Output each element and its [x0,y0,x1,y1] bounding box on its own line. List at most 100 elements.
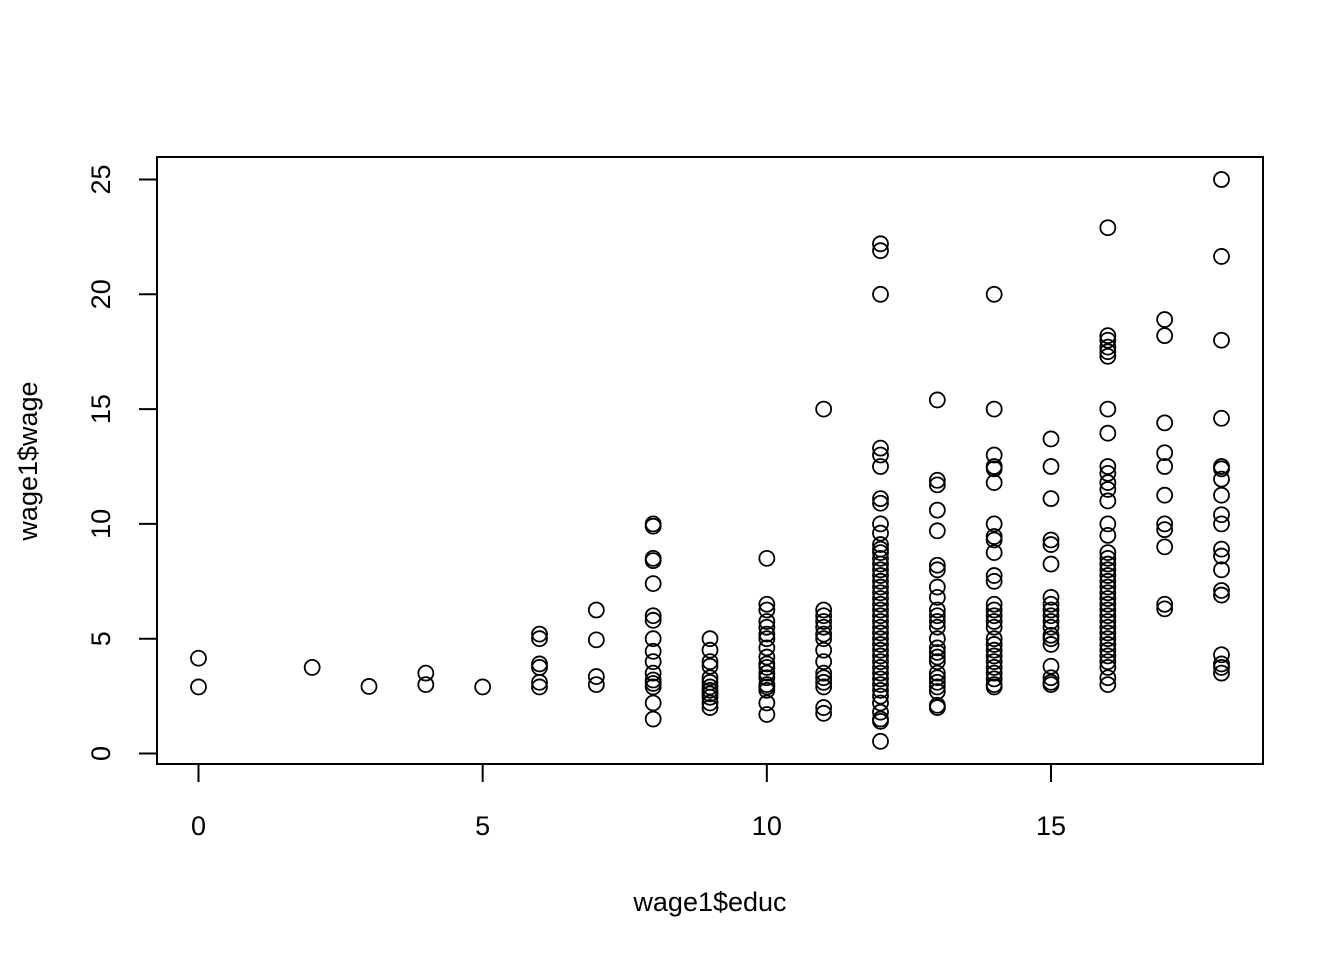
data-point [928,669,946,687]
data-point [872,601,889,619]
data-point [644,630,662,648]
data-point [872,446,889,464]
data-point [815,669,833,687]
y-tick-label: 15 [86,394,116,424]
data-point [587,631,605,649]
data-point [872,549,889,567]
data-point [1213,486,1230,504]
data-point [190,649,207,667]
data-point [872,439,889,457]
data-point [1213,547,1230,565]
data-point [985,607,1003,625]
data-point [1099,555,1117,573]
data-point [1042,531,1060,549]
data-point [985,659,1003,676]
data-point [1099,590,1117,607]
data-point [758,681,776,699]
data-point [1213,171,1230,188]
data-point [1099,544,1117,561]
data-point [928,699,946,716]
data-point [758,630,776,648]
data-points [190,171,1230,750]
data-point [644,517,662,535]
data-point [758,618,776,636]
data-point [815,630,833,648]
data-point [872,647,889,665]
y-tick-label: 20 [86,279,116,309]
data-point [872,584,889,602]
data-point [1042,595,1060,613]
data-point [815,400,833,418]
data-point [872,578,889,596]
data-point [1042,555,1060,573]
data-point [872,595,889,613]
data-point [758,664,776,682]
data-point [1213,506,1230,524]
data-point [303,659,321,676]
data-point [1213,655,1230,673]
data-point [872,242,889,260]
data-point [1099,464,1117,482]
data-point [644,664,662,682]
data-point [928,673,946,691]
data-point [815,653,833,671]
x-axis-label: wage1$educ [632,887,786,917]
data-point [1099,647,1117,665]
data-point [758,648,776,666]
data-point [815,607,833,625]
data-point [1213,460,1230,478]
data-point [928,639,946,657]
data-point [1213,540,1230,558]
data-point [815,664,833,682]
data-point [928,683,946,700]
data-point [1099,669,1117,687]
data-point [644,642,662,660]
data-point [531,673,548,691]
data-point [928,561,946,579]
x-tick-label: 15 [1036,811,1066,841]
data-point [1042,630,1060,648]
data-point [758,669,776,687]
data-point [872,536,889,553]
data-point [1042,458,1060,475]
data-point [758,625,776,643]
data-point [531,630,548,648]
data-point [928,630,946,648]
data-point [872,524,889,542]
data-point [644,607,662,625]
data-point [1099,601,1117,619]
data-point [985,285,1003,303]
data-point [1213,561,1230,579]
data-point [985,544,1003,561]
data-point [758,613,776,630]
data-point [758,639,776,657]
data-point [985,678,1003,696]
data-point [815,625,833,643]
data-point [758,595,776,613]
data-point [1099,630,1117,648]
data-point [872,687,889,705]
data-point [758,706,776,723]
data-point [758,694,776,712]
y-tick-label: 0 [86,746,116,761]
data-point [928,618,946,636]
data-point [1213,664,1230,682]
data-point [928,578,946,596]
data-point [1213,515,1230,533]
data-point [872,494,889,512]
data-point [1099,676,1117,694]
data-point [1099,327,1117,345]
data-point [1213,582,1230,599]
data-point [1213,470,1230,488]
data-point [1099,578,1117,596]
data-point [1213,586,1230,604]
data-point [531,655,548,673]
data-point [872,630,889,648]
data-point [1099,607,1117,625]
data-point [928,607,946,625]
data-point [872,618,889,636]
data-point [417,676,435,694]
data-point [1156,600,1174,618]
data-point [872,458,889,475]
